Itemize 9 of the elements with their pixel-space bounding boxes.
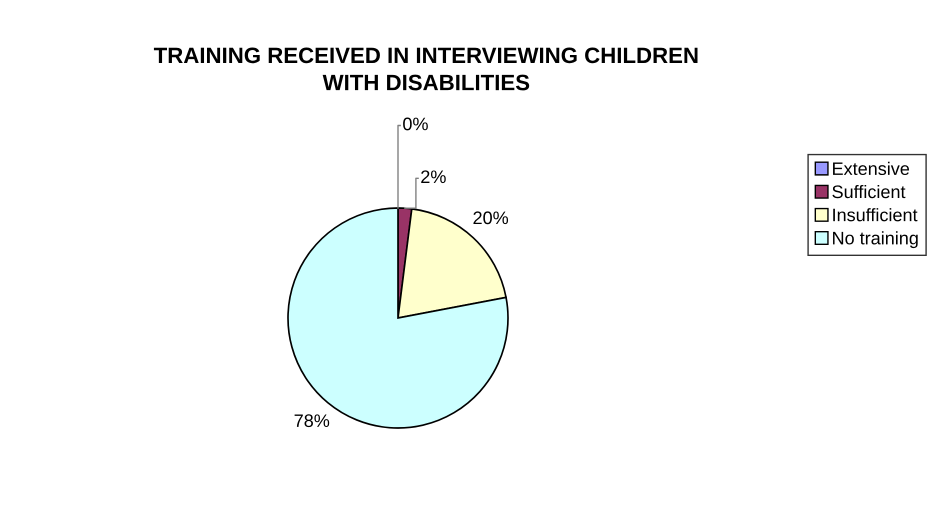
legend-label: Sufficient bbox=[832, 184, 906, 198]
legend-label: Extensive bbox=[833, 162, 910, 176]
data-label: 20% bbox=[473, 211, 508, 224]
legend-label: No training bbox=[833, 231, 918, 248]
legend-label: Insufficient bbox=[833, 208, 918, 222]
chart-title: TRAINING RECEIVED IN INTERVIEWING CHILDREN WITH DISABILITIES bbox=[154, 47, 698, 90]
text: 0% bbox=[403, 118, 428, 130]
data-label: 78% bbox=[294, 414, 330, 428]
data-label: 2% bbox=[421, 170, 446, 184]
